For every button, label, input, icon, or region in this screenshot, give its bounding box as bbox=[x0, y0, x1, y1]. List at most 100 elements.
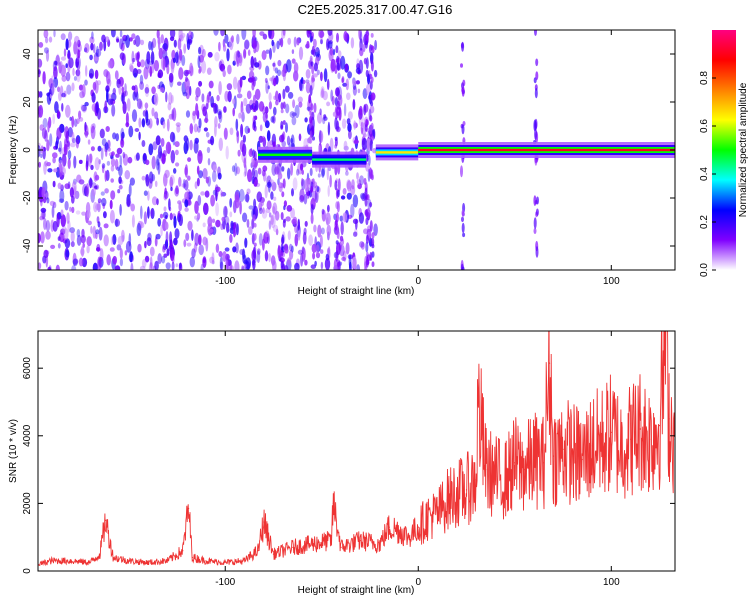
snr-point bbox=[99, 553, 101, 555]
noise-blob bbox=[53, 66, 58, 80]
snr-point bbox=[292, 546, 294, 548]
streak-blob bbox=[336, 120, 340, 132]
noise-blob bbox=[304, 259, 308, 266]
noise-blob bbox=[157, 36, 161, 51]
streak-blob bbox=[371, 232, 375, 239]
noise-blob bbox=[273, 196, 277, 201]
noise-blob bbox=[313, 102, 317, 113]
noise-blob bbox=[240, 100, 244, 114]
noise-blob bbox=[266, 130, 271, 142]
noise-blob bbox=[70, 241, 75, 248]
noise-blob bbox=[118, 184, 123, 190]
noise-blob bbox=[81, 104, 87, 112]
y-tick-label: 20 bbox=[22, 96, 33, 108]
noise-blob bbox=[43, 249, 49, 259]
noise-blob bbox=[42, 71, 46, 85]
noise-blob bbox=[129, 177, 135, 186]
noise-blob bbox=[373, 223, 378, 236]
noise-blob bbox=[98, 159, 101, 165]
chart-title: C2E5.2025.317.00.47.G16 bbox=[297, 2, 453, 17]
noise-blob bbox=[130, 203, 135, 212]
noise-blob bbox=[39, 91, 43, 98]
noise-blob bbox=[346, 118, 351, 125]
noise-blob bbox=[286, 205, 293, 212]
streak-blob bbox=[281, 234, 285, 245]
noise-blob bbox=[219, 256, 223, 270]
noise-blob bbox=[362, 133, 367, 138]
noise-blob bbox=[149, 256, 153, 270]
noise-blob bbox=[251, 156, 255, 166]
noise-blob bbox=[250, 56, 255, 69]
streak-blob bbox=[251, 259, 255, 266]
noise-blob bbox=[157, 161, 161, 175]
noise-blob bbox=[359, 38, 363, 51]
noise-blob bbox=[90, 225, 93, 234]
noise-blob bbox=[57, 236, 61, 241]
noise-blob bbox=[275, 228, 279, 236]
colorbar-tick-label: 0.0 bbox=[699, 263, 710, 277]
noise-blob bbox=[235, 118, 239, 131]
noise-blob bbox=[226, 83, 233, 91]
noise-blob bbox=[310, 264, 316, 270]
noise-blob bbox=[186, 137, 190, 151]
streak-blob bbox=[310, 36, 314, 42]
noise-blob bbox=[220, 190, 223, 198]
noise-blob bbox=[67, 150, 72, 160]
noise-blob bbox=[84, 79, 88, 86]
noise-blob bbox=[90, 42, 94, 51]
noise-blob bbox=[125, 34, 130, 48]
noise-blob bbox=[216, 94, 220, 102]
spectrogram-heatmap bbox=[38, 30, 675, 270]
streak-blob bbox=[365, 256, 369, 268]
noise-blob bbox=[43, 161, 47, 175]
noise-blob bbox=[218, 251, 223, 257]
noise-blob bbox=[110, 236, 114, 246]
noise-blob bbox=[71, 137, 76, 144]
streak-blob bbox=[253, 47, 257, 54]
streak-blob bbox=[535, 71, 539, 81]
noise-blob bbox=[73, 185, 77, 200]
noise-blob bbox=[170, 94, 174, 104]
noise-blob bbox=[89, 54, 93, 61]
noise-blob bbox=[47, 266, 52, 270]
noise-blob bbox=[189, 256, 195, 268]
noise-blob bbox=[166, 248, 170, 257]
noise-blob bbox=[171, 254, 175, 264]
noise-blob bbox=[74, 35, 80, 46]
noise-blob bbox=[53, 30, 56, 38]
noise-blob bbox=[322, 90, 328, 101]
noise-blob bbox=[227, 90, 232, 103]
noise-blob bbox=[259, 124, 263, 132]
noise-blob bbox=[89, 153, 93, 164]
noise-blob bbox=[175, 162, 180, 167]
noise-blob bbox=[169, 30, 176, 39]
noise-blob bbox=[146, 237, 152, 247]
noise-blob bbox=[320, 227, 325, 235]
noise-blob bbox=[283, 200, 287, 207]
streak-blob bbox=[253, 150, 257, 161]
streak-blob bbox=[370, 76, 374, 84]
noise-blob bbox=[162, 57, 166, 71]
noise-blob bbox=[122, 151, 126, 159]
noise-blob bbox=[182, 91, 188, 97]
noise-blob bbox=[340, 221, 344, 236]
snr-point bbox=[182, 550, 184, 552]
noise-blob bbox=[63, 228, 69, 241]
noise-blob bbox=[55, 264, 60, 270]
noise-blob bbox=[154, 236, 158, 247]
streak-blob bbox=[281, 166, 285, 172]
streak-blob bbox=[282, 178, 286, 189]
noise-blob bbox=[297, 228, 301, 241]
snr-point bbox=[50, 560, 53, 562]
snr-point bbox=[70, 560, 72, 562]
noise-blob bbox=[91, 31, 94, 40]
streak-blob bbox=[370, 60, 374, 72]
streak-blob bbox=[364, 123, 368, 132]
noise-blob bbox=[154, 260, 159, 270]
noise-blob bbox=[104, 142, 109, 151]
noise-blob bbox=[47, 121, 50, 133]
noise-blob bbox=[116, 166, 120, 171]
noise-blob bbox=[178, 67, 184, 80]
noise-blob bbox=[173, 168, 177, 174]
noise-blob bbox=[215, 243, 220, 253]
